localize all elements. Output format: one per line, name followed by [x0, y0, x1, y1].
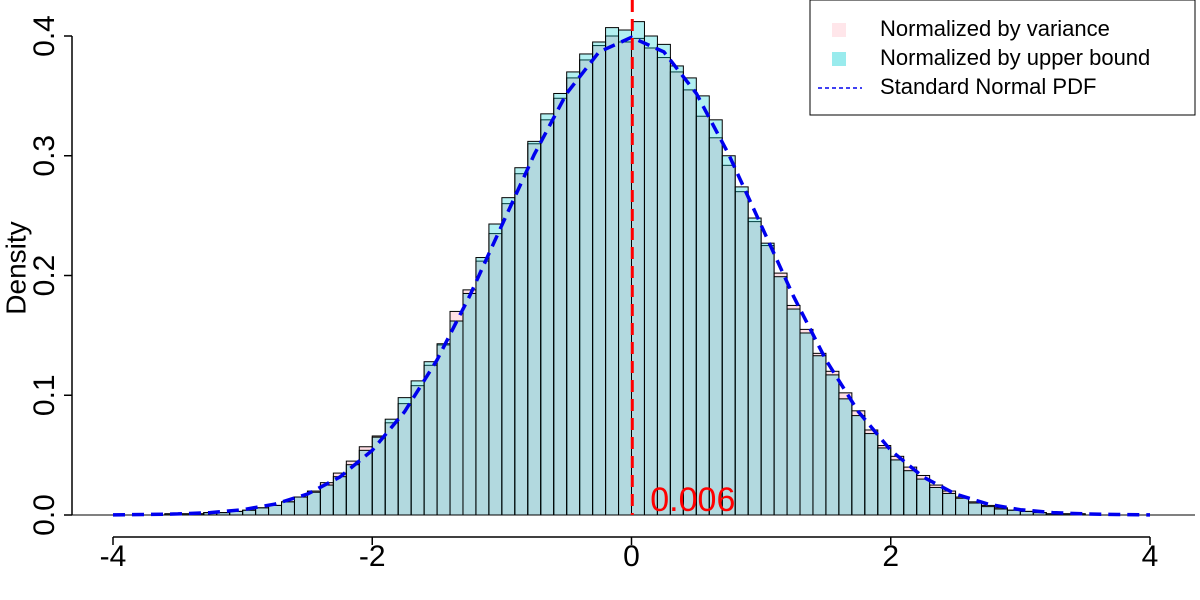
x-tick-label: -4 — [100, 540, 127, 573]
bar — [345, 464, 360, 516]
bar — [501, 197, 516, 516]
legend-label: Normalized by upper bound — [880, 45, 1150, 70]
bar — [786, 308, 801, 516]
bar — [929, 486, 944, 516]
bar — [851, 415, 866, 516]
bar — [877, 447, 892, 516]
x-tick-label: 4 — [1142, 540, 1159, 573]
x-tick-label: 0 — [623, 540, 640, 573]
bar — [968, 502, 982, 516]
y-tick-label: 0.1 — [28, 374, 61, 416]
bar — [540, 113, 555, 516]
bar — [955, 497, 970, 516]
bar — [695, 95, 710, 516]
bar — [306, 491, 321, 516]
x-tick-label: -2 — [359, 540, 386, 573]
legend-label: Standard Normal PDF — [880, 74, 1096, 99]
bar — [475, 257, 490, 516]
y-tick-label: 0.3 — [28, 135, 61, 177]
bar — [618, 29, 632, 516]
bar — [462, 292, 477, 516]
bar — [410, 380, 425, 516]
bar — [384, 418, 399, 516]
bar — [734, 186, 749, 516]
bar — [514, 167, 529, 516]
bar — [812, 355, 827, 516]
bar — [281, 501, 295, 516]
bar — [747, 217, 762, 516]
bar — [242, 509, 257, 516]
bar — [332, 476, 347, 516]
legend-swatch — [832, 52, 846, 66]
legend-label: Normalized by variance — [880, 16, 1110, 41]
y-tick-label: 0.2 — [28, 255, 61, 297]
bar — [358, 449, 373, 516]
bar — [799, 332, 814, 516]
bar — [825, 374, 840, 516]
bar — [838, 398, 853, 516]
bar — [890, 459, 905, 516]
bar — [605, 27, 620, 516]
bar — [916, 478, 931, 516]
vline-label: 0.006 — [650, 481, 735, 519]
bar — [423, 361, 438, 516]
bar — [397, 397, 412, 516]
bar — [643, 35, 658, 516]
pdf-line — [112, 35, 1151, 517]
bar — [319, 484, 334, 516]
y-tick-label: 0.4 — [28, 15, 61, 57]
bar — [1019, 510, 1034, 516]
bar — [942, 492, 957, 516]
bar — [293, 496, 308, 516]
bar — [864, 433, 879, 516]
bar — [656, 43, 671, 516]
bar — [449, 320, 464, 516]
bar — [436, 343, 451, 516]
bar — [488, 223, 503, 516]
bar — [579, 53, 594, 516]
x-tick-label: 2 — [882, 540, 899, 573]
legend-box — [809, 0, 1196, 116]
bar — [527, 140, 542, 516]
bar — [993, 508, 1008, 516]
bar — [669, 65, 684, 516]
bar — [268, 504, 283, 516]
bar — [708, 119, 723, 516]
bar — [566, 71, 581, 516]
bar — [980, 506, 995, 516]
legend-swatch — [832, 23, 846, 37]
bar — [682, 77, 697, 516]
bar — [760, 242, 775, 516]
y-tick-label: 0.0 — [28, 494, 61, 536]
y-axis-label: Density — [0, 221, 31, 314]
bar — [773, 276, 788, 516]
bar — [592, 41, 607, 516]
bar — [903, 470, 918, 516]
bar — [553, 92, 568, 516]
bar — [721, 155, 736, 516]
